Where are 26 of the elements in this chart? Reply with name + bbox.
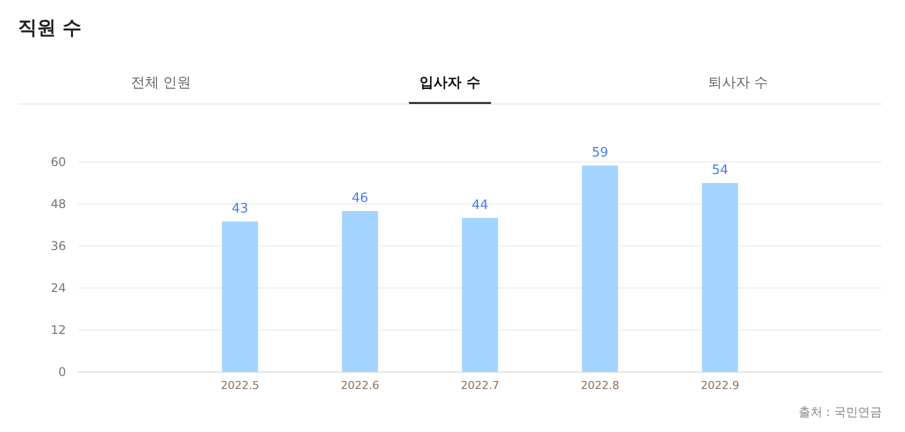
source-note: 출처 : 국민연금 <box>798 405 882 419</box>
x-tick-label: 2022.5 <box>220 379 260 392</box>
data-label: 54 <box>712 163 728 178</box>
y-tick-label: 24 <box>50 281 66 295</box>
x-tick-label: 2022.8 <box>580 379 620 392</box>
y-tick-label: 12 <box>50 323 66 337</box>
y-tick-label: 36 <box>50 239 66 253</box>
bar <box>462 218 498 372</box>
data-label: 44 <box>472 198 488 213</box>
text: 퇴사자 수 <box>708 75 768 91</box>
chart-title: 직원 수 <box>18 17 82 39</box>
data-label: 43 <box>232 202 248 216</box>
bar <box>342 211 378 372</box>
bar <box>222 222 258 372</box>
text: 입사자 수 <box>420 75 480 91</box>
x-tick-label: 2022.7 <box>460 379 500 392</box>
x-tick-label: 2022.9 <box>700 379 740 392</box>
x-tick-label: 2022.6 <box>340 379 380 392</box>
y-tick-label: 60 <box>50 155 66 169</box>
y-tick-label: 0 <box>58 365 66 379</box>
y-tick-label: 48 <box>50 197 66 211</box>
data-label: 59 <box>592 146 608 160</box>
bar <box>582 166 618 372</box>
text: 전체 인원 <box>130 75 192 91</box>
data-label: 46 <box>352 191 368 206</box>
bar <box>702 183 738 372</box>
